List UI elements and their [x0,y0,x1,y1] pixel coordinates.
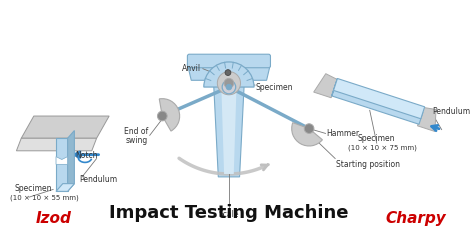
Text: Specimen: Specimen [15,184,52,193]
FancyBboxPatch shape [187,54,271,68]
Text: swing: swing [126,136,148,145]
Circle shape [224,78,234,88]
Polygon shape [56,184,74,191]
Circle shape [304,124,314,133]
Polygon shape [213,80,245,177]
Polygon shape [21,116,109,138]
Text: (10 × 10 × 55 mm): (10 × 10 × 55 mm) [9,194,78,201]
Polygon shape [221,82,237,174]
Polygon shape [332,78,337,96]
Wedge shape [159,99,180,131]
Text: (10 × 10 × 75 mm): (10 × 10 × 75 mm) [348,144,417,151]
Polygon shape [187,64,271,80]
Polygon shape [17,138,97,151]
Text: Notch: Notch [75,151,98,160]
Circle shape [157,111,167,121]
Polygon shape [334,78,425,119]
Text: Specimen: Specimen [256,83,293,91]
Text: Pendulum: Pendulum [79,175,118,184]
Wedge shape [218,72,240,95]
Text: Hammer: Hammer [327,129,360,138]
Polygon shape [68,131,74,191]
Circle shape [222,80,236,94]
Wedge shape [292,123,322,146]
Text: Izod: Izod [35,211,71,226]
Text: End of: End of [124,127,148,136]
Polygon shape [418,107,436,132]
Text: Impact Testing Machine: Impact Testing Machine [109,204,349,222]
Text: Pendulum: Pendulum [432,107,470,116]
Circle shape [225,70,231,76]
Polygon shape [314,74,337,98]
Polygon shape [56,157,68,164]
Text: Starting position: Starting position [336,160,400,169]
Text: Charpy: Charpy [385,211,446,226]
Wedge shape [204,62,254,87]
Polygon shape [332,84,423,124]
Text: Specimen: Specimen [357,134,395,143]
Circle shape [226,84,232,90]
Text: Anvil: Anvil [182,64,201,73]
Text: Scale: Scale [219,210,239,219]
Polygon shape [56,138,68,191]
